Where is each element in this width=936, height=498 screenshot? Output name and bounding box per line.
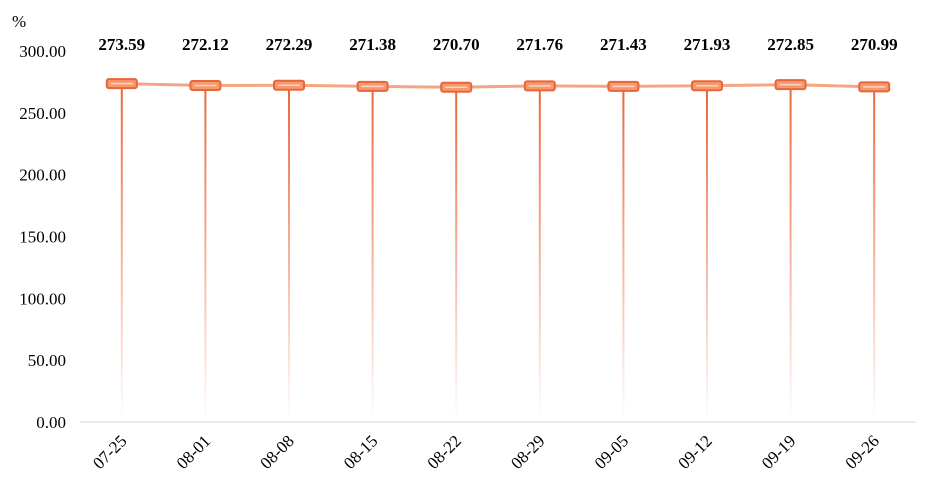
- data-label: 271.93: [684, 35, 731, 54]
- drop-line: [455, 87, 458, 422]
- x-axis-ticks: 07-25 08-01 08-08 08-15 08-22 08-29 09-05 09-12…: [89, 431, 883, 472]
- drop-line: [789, 84, 792, 422]
- drop-line: [288, 85, 290, 422]
- drop-line: [120, 83, 123, 422]
- x-tick-label: 08-29: [507, 431, 548, 472]
- data-label: 272.29: [266, 35, 313, 54]
- y-tick-label: 300.00: [19, 42, 66, 61]
- data-labels: 273.59 272.12 272.29 271.38 270.70 271.76 271.…: [98, 35, 897, 54]
- drop-line: [706, 85, 708, 423]
- x-tick-label: 08-01: [173, 431, 214, 472]
- data-label: 270.99: [851, 35, 898, 54]
- y-axis-ticks: 0.00 50.00 100.00 150.00 200.00 250.00 300.00: [19, 42, 66, 432]
- x-tick-label: 09-26: [842, 431, 883, 472]
- series-line: [121, 82, 875, 89]
- data-label: 271.43: [600, 35, 647, 54]
- drop-lines: [120, 83, 876, 423]
- x-tick-label: 07-25: [89, 431, 130, 472]
- y-tick-label: 100.00: [19, 289, 66, 308]
- data-label: 271.76: [516, 35, 563, 54]
- y-unit-label: %: [12, 12, 26, 31]
- drop-line: [873, 86, 876, 422]
- x-tick-label: 09-12: [674, 431, 715, 472]
- x-tick-label: 08-15: [340, 431, 381, 472]
- y-tick-label: 200.00: [19, 166, 66, 185]
- data-label: 270.70: [433, 35, 480, 54]
- y-tick-label: 50.00: [28, 351, 66, 370]
- y-tick-label: 250.00: [19, 104, 66, 123]
- drop-line: [204, 85, 207, 422]
- data-label: 271.38: [349, 35, 396, 54]
- y-tick-label: 150.00: [19, 228, 66, 247]
- data-label: 272.12: [182, 35, 229, 54]
- drop-line: [538, 85, 541, 423]
- drop-line: [371, 86, 374, 422]
- data-label: 273.59: [98, 35, 145, 54]
- x-tick-label: 08-22: [424, 431, 465, 472]
- x-tick-label: 09-19: [758, 431, 799, 472]
- x-tick-label: 08-08: [256, 431, 297, 472]
- x-tick-label: 09-05: [591, 431, 632, 472]
- drop-line: [622, 86, 625, 422]
- y-tick-label: 0.00: [36, 413, 66, 432]
- data-markers: [105, 78, 891, 93]
- data-label: 272.85: [767, 35, 814, 54]
